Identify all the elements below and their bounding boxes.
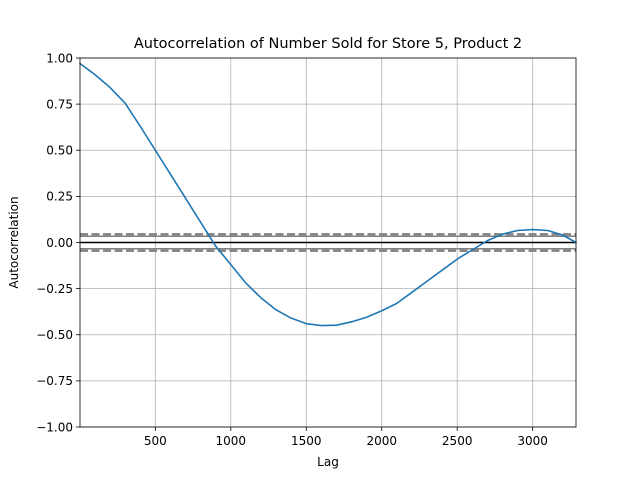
y-tick-label: 1.00	[46, 51, 73, 65]
autocorrelation-series-line	[79, 62, 577, 327]
y-tick-label: −0.50	[36, 328, 73, 342]
y-axis-label: Autocorrelation	[7, 196, 21, 288]
x-tick-label: 1500	[291, 434, 322, 448]
y-tick-label: 0.75	[46, 97, 73, 111]
x-tick-label: 2500	[442, 434, 473, 448]
chart-title: Autocorrelation of Number Sold for Store…	[134, 36, 522, 52]
y-tick-label: −0.25	[36, 282, 73, 296]
x-axis-label: Lag	[317, 455, 339, 469]
x-tick-label: 1000	[216, 434, 247, 448]
confidence-band-layer	[80, 233, 576, 252]
x-axis-ticks: 500 1000 1500 2000 2500 3000	[144, 427, 548, 448]
y-axis-ticks: −1.00 −0.75 −0.50 −0.25 0.00 0.25 0.50 0.75 1.00	[36, 51, 80, 434]
x-tick-label: 3000	[517, 434, 548, 448]
x-tick-label: 500	[144, 434, 167, 448]
y-tick-label: 0.00	[46, 236, 73, 250]
series-layer	[79, 62, 577, 327]
y-tick-label: −1.00	[36, 420, 73, 434]
y-tick-label: 0.25	[46, 190, 73, 204]
y-tick-label: −0.75	[36, 374, 73, 388]
x-tick-label: 2000	[366, 434, 397, 448]
y-tick-label: 0.50	[46, 144, 73, 158]
